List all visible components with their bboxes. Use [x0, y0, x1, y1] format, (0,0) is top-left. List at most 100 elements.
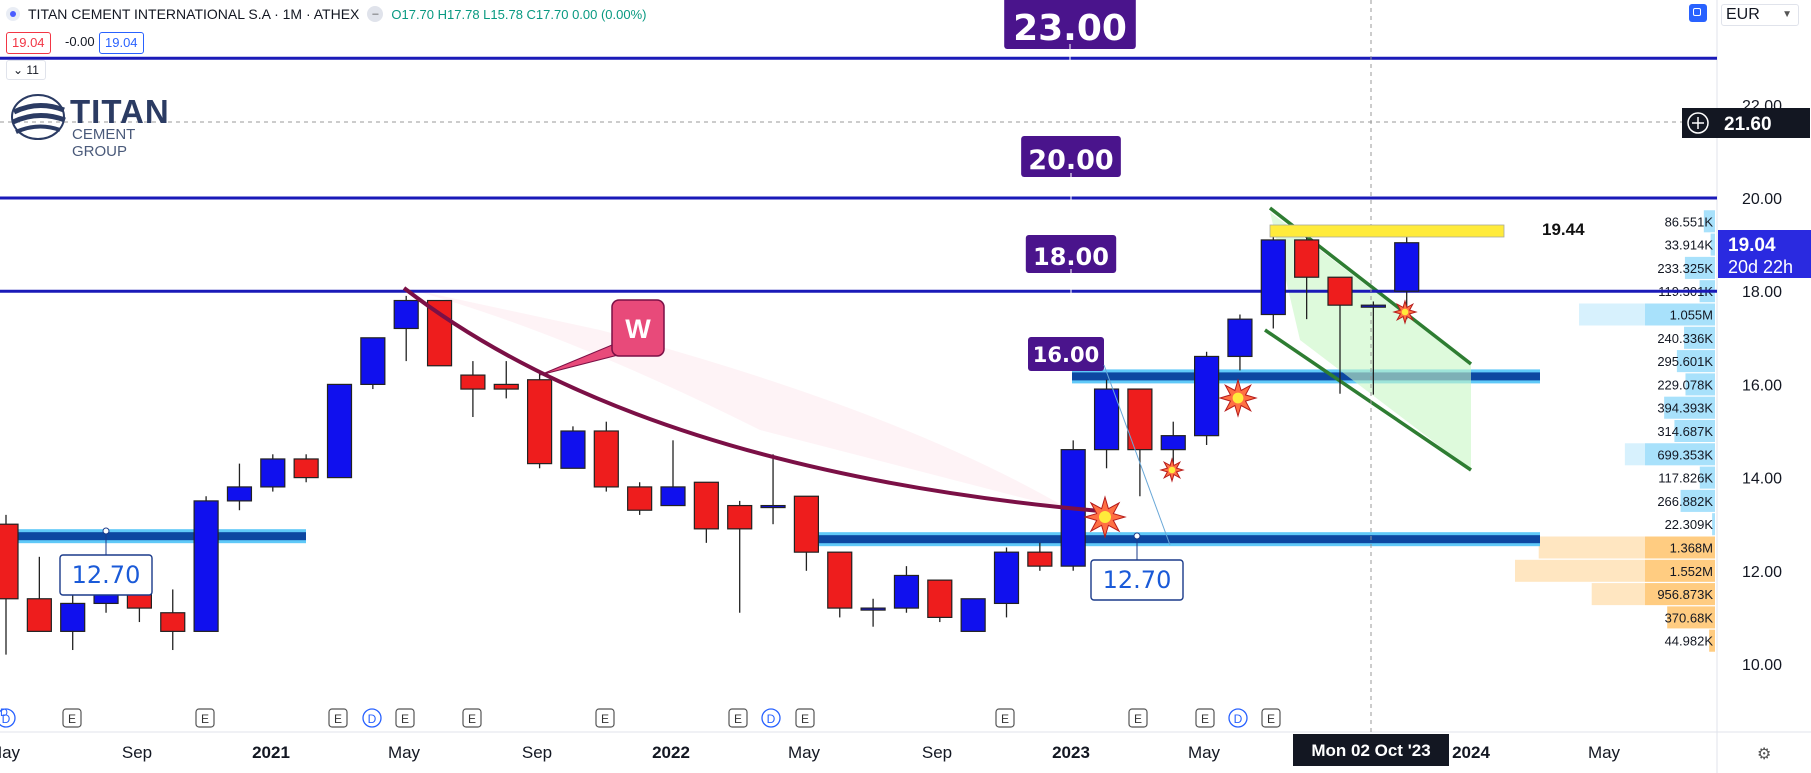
- candle[interactable]: [860, 598, 886, 627]
- sell-price-button[interactable]: 19.04: [6, 32, 51, 54]
- candle[interactable]: [393, 295, 419, 362]
- spread-value: -0.00: [60, 32, 100, 52]
- candle[interactable]: [60, 589, 86, 651]
- volume-profile-label: 22.309K: [1665, 517, 1714, 532]
- candle[interactable]: [793, 495, 820, 571]
- earnings-marker-icon[interactable]: E: [995, 708, 1015, 728]
- earnings-marker-icon[interactable]: E: [462, 708, 482, 728]
- last-price-text: 19.04: [1728, 235, 1776, 256]
- volume-profile-bar-core: [1645, 536, 1715, 559]
- level-callout-23[interactable]: 23.00: [1004, 0, 1136, 72]
- candle[interactable]: [1160, 421, 1186, 464]
- candle[interactable]: [1193, 351, 1220, 445]
- candle[interactable]: [727, 500, 753, 613]
- earnings-marker-icon[interactable]: E: [795, 708, 815, 728]
- earnings-marker-icon[interactable]: E: [595, 708, 615, 728]
- candle[interactable]: [193, 496, 219, 632]
- level-callout-18[interactable]: 18.00: [1025, 235, 1117, 297]
- dividend-marker-icon[interactable]: D: [362, 708, 382, 728]
- volume-profile-bar-core: [1645, 303, 1715, 326]
- candle[interactable]: [1127, 388, 1153, 497]
- candle[interactable]: [693, 481, 719, 543]
- earnings-marker-icon[interactable]: E: [1261, 708, 1281, 728]
- earnings-marker-icon[interactable]: E: [328, 708, 348, 728]
- volume-profile-label: 394.393K: [1657, 401, 1713, 416]
- currency-value: EUR: [1726, 6, 1760, 23]
- candle[interactable]: [1294, 230, 1320, 320]
- dividend-marker-icon[interactable]: D: [761, 708, 781, 728]
- candle[interactable]: [560, 426, 586, 469]
- symbol-title[interactable]: TITAN CEMENT INTERNATIONAL S.A · 1M · AT…: [28, 6, 360, 22]
- note-label-16[interactable]: 16.00: [1028, 337, 1171, 546]
- earnings-marker-icon[interactable]: E: [1128, 708, 1148, 728]
- logo-title: TITAN: [70, 93, 170, 130]
- note-label-1270-left[interactable]: 12.70: [59, 527, 153, 596]
- candle[interactable]: [660, 440, 686, 507]
- candle[interactable]: [26, 556, 52, 632]
- candle[interactable]: [760, 454, 786, 525]
- candle[interactable]: [927, 579, 953, 623]
- earnings-marker-label: E: [1001, 712, 1009, 726]
- note-label-text: 16.00: [1033, 343, 1099, 367]
- candle[interactable]: [960, 598, 986, 632]
- volume-profile-bar-core: [1712, 513, 1715, 536]
- plus-icon[interactable]: [1687, 112, 1709, 134]
- earnings-marker-icon[interactable]: E: [195, 708, 215, 728]
- candle-body: [393, 299, 419, 330]
- candle[interactable]: [460, 361, 486, 418]
- earnings-marker-label: E: [1201, 712, 1209, 726]
- candle[interactable]: [360, 337, 386, 390]
- candle-body: [1160, 435, 1186, 451]
- candle[interactable]: [160, 589, 186, 651]
- crosshair-price-tag[interactable]: 21.60: [1682, 108, 1810, 138]
- candle[interactable]: [493, 361, 519, 399]
- candle[interactable]: [1327, 276, 1353, 394]
- volume-profile-bar-core: [1684, 256, 1715, 279]
- candle-body: [226, 486, 253, 502]
- gear-icon[interactable]: ⚙: [1757, 746, 1772, 763]
- indicators-toggle[interactable]: ⌄ 11: [6, 60, 46, 80]
- candle[interactable]: [526, 370, 553, 469]
- y-tick-label: 18.00: [1742, 284, 1782, 301]
- candle[interactable]: [1027, 542, 1053, 571]
- candle[interactable]: [827, 551, 853, 618]
- pattern-label-w[interactable]: W: [539, 299, 665, 376]
- currency-select[interactable]: EUR ▼: [1721, 4, 1799, 26]
- candle[interactable]: [993, 547, 1020, 618]
- buy-price-button[interactable]: 19.04: [99, 32, 144, 54]
- level-callout-20[interactable]: 20.00: [1021, 136, 1121, 201]
- candle[interactable]: [593, 421, 619, 492]
- candle[interactable]: [293, 454, 319, 483]
- candle[interactable]: [0, 514, 19, 655]
- candle[interactable]: [1060, 440, 1086, 571]
- candle[interactable]: [226, 463, 253, 511]
- dividend-marker-icon[interactable]: D: [1228, 708, 1248, 728]
- dividend-marker-icon[interactable]: D: [0, 708, 16, 728]
- y-tick-label: 14.00: [1742, 471, 1782, 488]
- candle[interactable]: [260, 454, 286, 492]
- earnings-marker-icon[interactable]: E: [1195, 708, 1215, 728]
- earnings-marker-icon[interactable]: E: [728, 708, 748, 728]
- x-tick-label: May: [388, 743, 421, 762]
- earnings-marker-icon[interactable]: E: [62, 708, 82, 728]
- candle[interactable]: [1227, 314, 1253, 371]
- candle[interactable]: [893, 566, 920, 613]
- note-label-1270-right[interactable]: 12.70: [1090, 532, 1184, 601]
- earnings-marker-icon[interactable]: E: [395, 708, 415, 728]
- x-tick-label: May: [788, 743, 821, 762]
- volume-profile-label: 1.368M: [1670, 541, 1713, 556]
- candle[interactable]: [1093, 379, 1120, 469]
- volume-profile-label: 229.078K: [1657, 377, 1713, 392]
- volume-profile-label: 295.601K: [1657, 354, 1713, 369]
- candle[interactable]: [627, 482, 653, 515]
- candle[interactable]: [1260, 230, 1286, 329]
- currency-icon[interactable]: [1689, 4, 1707, 22]
- crosshair-date-tag[interactable]: Mon 02 Oct '23: [1293, 734, 1449, 766]
- level-callout-text: 18.00: [1033, 243, 1109, 271]
- candle[interactable]: [326, 383, 353, 479]
- explosion-icon: [1392, 299, 1418, 325]
- minus-icon[interactable]: –: [367, 6, 384, 22]
- candle[interactable]: [1360, 301, 1386, 395]
